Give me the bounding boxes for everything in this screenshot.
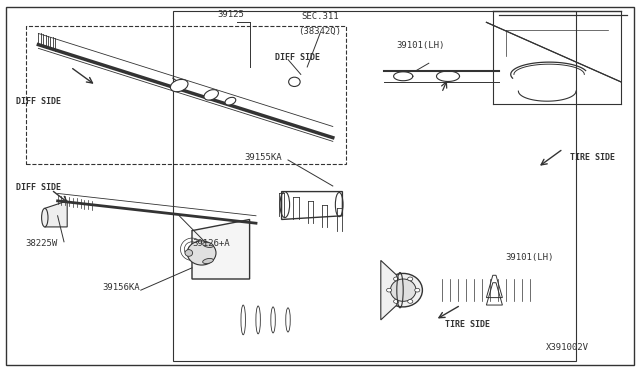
Ellipse shape <box>185 250 193 256</box>
Text: 38225W: 38225W <box>26 238 58 247</box>
Ellipse shape <box>289 77 300 86</box>
Text: (38342Q): (38342Q) <box>298 26 342 35</box>
Text: TIRE SIDE: TIRE SIDE <box>570 153 614 162</box>
Polygon shape <box>381 260 397 320</box>
Ellipse shape <box>204 90 218 100</box>
Ellipse shape <box>408 277 413 281</box>
Text: SEC.311: SEC.311 <box>301 12 339 20</box>
Ellipse shape <box>187 241 216 265</box>
Text: 39155KA: 39155KA <box>244 153 282 162</box>
Text: X391002V: X391002V <box>546 343 589 352</box>
Ellipse shape <box>390 279 416 301</box>
Text: 39126+A: 39126+A <box>192 238 230 247</box>
Ellipse shape <box>408 299 413 303</box>
Text: DIFF SIDE: DIFF SIDE <box>16 183 61 192</box>
Text: 39101(LH): 39101(LH) <box>397 41 445 50</box>
Ellipse shape <box>415 288 420 292</box>
Polygon shape <box>192 219 250 279</box>
Ellipse shape <box>203 242 213 247</box>
Text: TIRE SIDE: TIRE SIDE <box>445 320 490 329</box>
Text: 39101(LH): 39101(LH) <box>506 253 554 262</box>
Polygon shape <box>45 201 67 227</box>
Ellipse shape <box>394 299 399 303</box>
Text: 39125: 39125 <box>217 10 244 19</box>
Ellipse shape <box>170 79 188 92</box>
Ellipse shape <box>394 277 399 281</box>
Ellipse shape <box>42 208 48 227</box>
Ellipse shape <box>384 273 422 307</box>
Ellipse shape <box>225 97 236 105</box>
Ellipse shape <box>203 259 213 264</box>
Ellipse shape <box>387 288 392 292</box>
Text: DIFF SIDE: DIFF SIDE <box>16 97 61 106</box>
Text: DIFF SIDE: DIFF SIDE <box>275 52 320 61</box>
Text: 39156KA: 39156KA <box>102 283 140 292</box>
